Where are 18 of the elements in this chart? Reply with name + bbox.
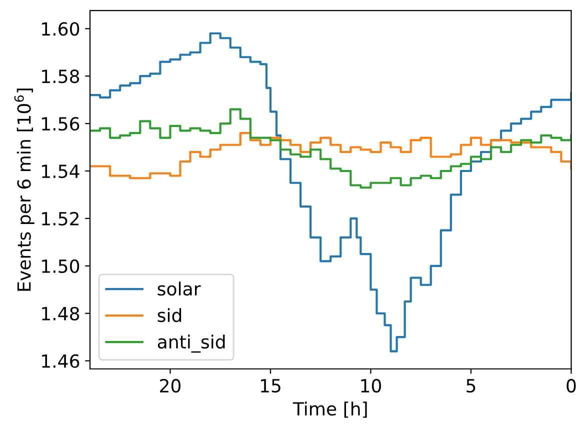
legend-label: solar [158, 282, 201, 296]
y-tick-label: 1.48 [42, 306, 80, 320]
legend-label: anti_sid [158, 334, 225, 353]
y-tick-label: 1.50 [42, 259, 80, 274]
y-tick-label: 1.46 [42, 354, 80, 368]
y-tick-label: 1.58 [42, 70, 80, 84]
x-tick-label: 0 [566, 378, 576, 393]
x-tick-label: 20 [160, 378, 181, 393]
x-tick-label: 5 [466, 379, 476, 393]
legend-label: sid [158, 308, 182, 322]
x-tick-label: 15 [260, 379, 280, 393]
y-tick-label: 1.60 [42, 22, 80, 36]
y-tick-label: 1.56 [42, 117, 80, 131]
y-tick-label: 1.54 [42, 164, 80, 178]
y-tick-label: 1.52 [42, 212, 78, 226]
x-axis-title: Time [h] [292, 402, 367, 418]
y-axis-title: Events per 6 min [10$^{6}$] [14, 88, 34, 291]
x-tick-label: 10 [361, 378, 382, 393]
